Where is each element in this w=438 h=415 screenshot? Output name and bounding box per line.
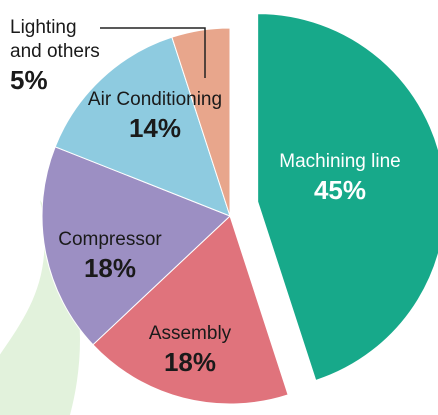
category-label: Compressor bbox=[58, 229, 161, 250]
category-label: Assembly bbox=[149, 323, 231, 344]
value-label: 18% bbox=[130, 346, 250, 378]
category-label: Lighting and others bbox=[10, 17, 100, 62]
value-label: 45% bbox=[275, 174, 405, 206]
value-label: 14% bbox=[85, 112, 225, 144]
category-label: Air Conditioning bbox=[88, 89, 222, 110]
page: Machining line45%Assembly18%Compressor18… bbox=[0, 0, 438, 415]
value-label: 18% bbox=[40, 252, 180, 284]
value-label: 5% bbox=[10, 64, 100, 96]
category-label: Machining line bbox=[279, 151, 400, 172]
